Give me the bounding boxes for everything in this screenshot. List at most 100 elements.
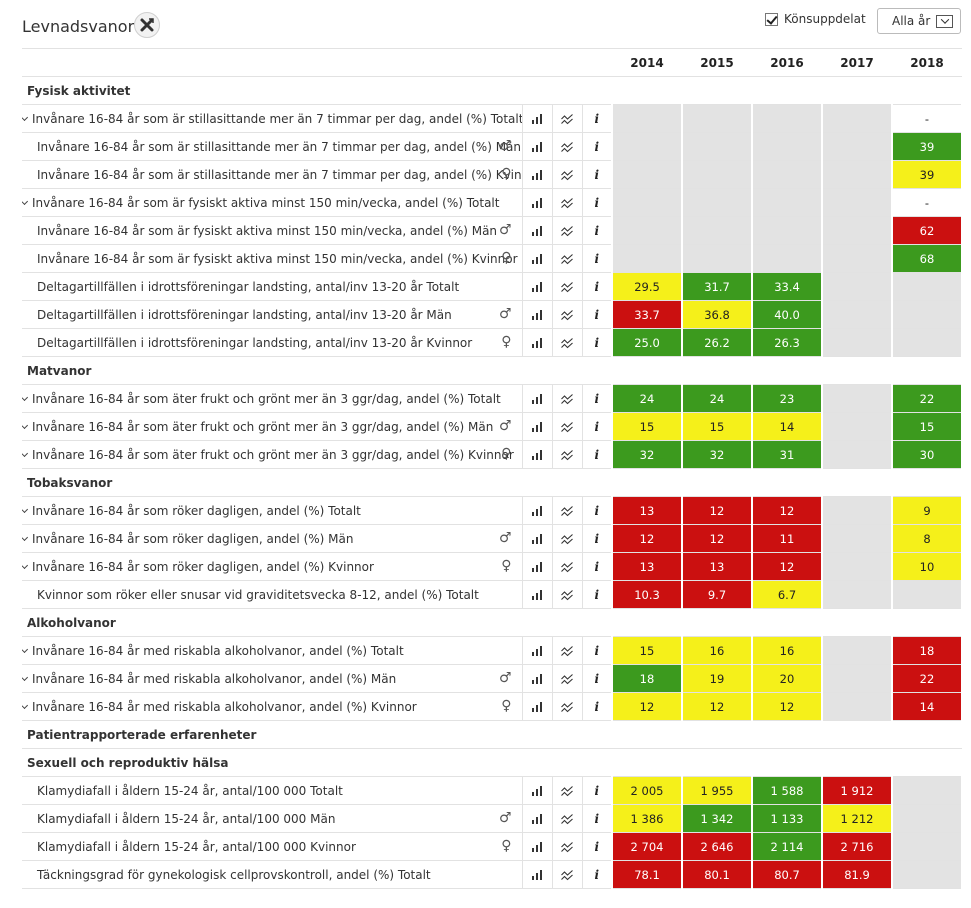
bar-chart-button[interactable]	[521, 580, 552, 609]
indicator-row[interactable]: Invånare 16-84 år som röker dagligen, an…	[22, 496, 963, 525]
chevron-down-icon[interactable]	[22, 673, 29, 681]
info-button[interactable]: i	[581, 636, 612, 665]
info-button[interactable]: i	[581, 328, 612, 357]
indicator-row[interactable]: Invånare 16-84 år med riskabla alkoholva…	[22, 636, 963, 665]
trend-chart-button[interactable]	[551, 132, 582, 161]
indicator-label[interactable]: Invånare 16-84 år som är fysiskt aktiva …	[22, 188, 522, 217]
info-button[interactable]: i	[581, 776, 612, 805]
chevron-down-icon[interactable]	[22, 421, 29, 429]
trend-chart-button[interactable]	[551, 412, 582, 441]
bar-chart-button[interactable]	[521, 188, 552, 217]
bar-chart-button[interactable]	[521, 272, 552, 301]
indicator-row[interactable]: Invånare 16-84 år som äter frukt och grö…	[22, 440, 963, 469]
bar-chart-button[interactable]	[521, 860, 552, 889]
indicator-row[interactable]: Deltagartillfällen i idrottsföreningar l…	[22, 272, 963, 301]
info-button[interactable]: i	[581, 412, 612, 441]
year-select[interactable]: Alla år	[877, 8, 961, 34]
info-button[interactable]: i	[581, 664, 612, 693]
bar-chart-button[interactable]	[521, 804, 552, 833]
indicator-row[interactable]: Invånare 16-84 år som är fysiskt aktiva …	[22, 216, 963, 245]
info-button[interactable]: i	[581, 104, 612, 133]
bar-chart-button[interactable]	[521, 440, 552, 469]
trend-chart-button[interactable]	[551, 692, 582, 721]
trend-chart-button[interactable]	[551, 244, 582, 273]
chevron-down-icon[interactable]	[22, 701, 29, 709]
bar-chart-button[interactable]	[521, 496, 552, 525]
indicator-label[interactable]: Invånare 16-84 år med riskabla alkoholva…	[22, 664, 522, 693]
indicator-label[interactable]: Invånare 16-84 år som är fysiskt aktiva …	[22, 244, 522, 273]
indicator-row[interactable]: Invånare 16-84 år som är fysiskt aktiva …	[22, 188, 963, 217]
indicator-label[interactable]: Klamydiafall i åldern 15-24 år, antal/10…	[22, 804, 522, 833]
bar-chart-button[interactable]	[521, 412, 552, 441]
trend-chart-button[interactable]	[551, 860, 582, 889]
bar-chart-button[interactable]	[521, 216, 552, 245]
indicator-row[interactable]: Invånare 16-84 år som äter frukt och grö…	[22, 384, 963, 413]
indicator-label[interactable]: Invånare 16-84 år som röker dagligen, an…	[22, 552, 522, 581]
bar-chart-button[interactable]	[521, 776, 552, 805]
indicator-row[interactable]: Invånare 16-84 år som är stillasittande …	[22, 104, 963, 133]
bar-chart-button[interactable]	[521, 832, 552, 861]
bar-chart-button[interactable]	[521, 328, 552, 357]
chevron-down-icon[interactable]	[22, 449, 29, 457]
indicator-label[interactable]: Täckningsgrad för gynekologisk cellprovs…	[22, 860, 522, 889]
trend-chart-button[interactable]	[551, 804, 582, 833]
trend-chart-button[interactable]	[551, 188, 582, 217]
indicator-label[interactable]: Deltagartillfällen i idrottsföreningar l…	[22, 272, 522, 301]
indicator-label[interactable]: Invånare 16-84 år som är stillasittande …	[22, 132, 522, 161]
export-excel-button[interactable]	[134, 12, 160, 38]
info-button[interactable]: i	[581, 552, 612, 581]
trend-chart-button[interactable]	[551, 832, 582, 861]
indicator-label[interactable]: Invånare 16-84 år som är stillasittande …	[22, 104, 522, 133]
indicator-row[interactable]: Klamydiafall i åldern 15-24 år, antal/10…	[22, 776, 963, 805]
indicator-row[interactable]: Invånare 16-84 år som röker dagligen, an…	[22, 524, 963, 553]
bar-chart-button[interactable]	[521, 132, 552, 161]
indicator-label[interactable]: Invånare 16-84 år som röker dagligen, an…	[22, 496, 522, 525]
chevron-down-icon[interactable]	[22, 561, 29, 569]
chevron-down-icon[interactable]	[22, 533, 29, 541]
info-button[interactable]: i	[581, 132, 612, 161]
trend-chart-button[interactable]	[551, 664, 582, 693]
bar-chart-button[interactable]	[521, 244, 552, 273]
trend-chart-button[interactable]	[551, 636, 582, 665]
bar-chart-button[interactable]	[521, 552, 552, 581]
indicator-row[interactable]: Invånare 16-84 år som röker dagligen, an…	[22, 552, 963, 581]
indicator-label[interactable]: Deltagartillfällen i idrottsföreningar l…	[22, 300, 522, 329]
indicator-label[interactable]: Invånare 16-84 år med riskabla alkoholva…	[22, 692, 522, 721]
trend-chart-button[interactable]	[551, 776, 582, 805]
info-button[interactable]: i	[581, 300, 612, 329]
info-button[interactable]: i	[581, 160, 612, 189]
trend-chart-button[interactable]	[551, 328, 582, 357]
indicator-row[interactable]: Invånare 16-84 år som är fysiskt aktiva …	[22, 244, 963, 273]
indicator-label[interactable]: Invånare 16-84 år som äter frukt och grö…	[22, 384, 522, 413]
indicator-row[interactable]: Deltagartillfällen i idrottsföreningar l…	[22, 300, 963, 329]
info-button[interactable]: i	[581, 692, 612, 721]
gender-split-checkbox[interactable]	[765, 12, 778, 26]
info-button[interactable]: i	[581, 188, 612, 217]
bar-chart-button[interactable]	[521, 104, 552, 133]
indicator-row[interactable]: Täckningsgrad för gynekologisk cellprovs…	[22, 860, 963, 889]
indicator-label[interactable]: Invånare 16-84 år som äter frukt och grö…	[22, 412, 522, 441]
indicator-label[interactable]: Klamydiafall i åldern 15-24 år, antal/10…	[22, 776, 522, 805]
bar-chart-button[interactable]	[521, 300, 552, 329]
trend-chart-button[interactable]	[551, 524, 582, 553]
trend-chart-button[interactable]	[551, 440, 582, 469]
info-button[interactable]: i	[581, 440, 612, 469]
indicator-row[interactable]: Deltagartillfällen i idrottsföreningar l…	[22, 328, 963, 357]
info-button[interactable]: i	[581, 860, 612, 889]
indicator-label[interactable]: Invånare 16-84 år med riskabla alkoholva…	[22, 636, 522, 665]
indicator-label[interactable]: Kvinnor som röker eller snusar vid gravi…	[22, 580, 522, 609]
bar-chart-button[interactable]	[521, 636, 552, 665]
chevron-down-icon[interactable]	[22, 505, 29, 513]
trend-chart-button[interactable]	[551, 496, 582, 525]
indicator-row[interactable]: Invånare 16-84 år med riskabla alkoholva…	[22, 664, 963, 693]
info-button[interactable]: i	[581, 272, 612, 301]
trend-chart-button[interactable]	[551, 384, 582, 413]
info-button[interactable]: i	[581, 832, 612, 861]
indicator-row[interactable]: Kvinnor som röker eller snusar vid gravi…	[22, 580, 963, 609]
info-button[interactable]: i	[581, 244, 612, 273]
indicator-label[interactable]: Invånare 16-84 år som är stillasittande …	[22, 160, 522, 189]
trend-chart-button[interactable]	[551, 300, 582, 329]
indicator-label[interactable]: Klamydiafall i åldern 15-24 år, antal/10…	[22, 832, 522, 861]
info-button[interactable]: i	[581, 524, 612, 553]
indicator-row[interactable]: Klamydiafall i åldern 15-24 år, antal/10…	[22, 832, 963, 861]
